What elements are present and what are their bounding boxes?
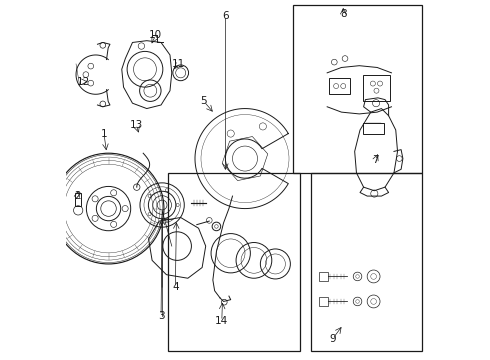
Bar <box>319 272 328 281</box>
Text: 1: 1 <box>100 129 107 139</box>
Text: 9: 9 <box>329 334 336 344</box>
Text: 5: 5 <box>200 96 207 107</box>
Text: 12: 12 <box>77 77 90 87</box>
Bar <box>293 5 422 173</box>
Text: 3: 3 <box>158 311 164 321</box>
Text: 13: 13 <box>129 120 143 130</box>
Bar <box>319 297 328 306</box>
Text: 4: 4 <box>172 282 179 292</box>
Bar <box>75 193 81 206</box>
Text: 11: 11 <box>172 59 186 69</box>
Text: 7: 7 <box>372 156 379 165</box>
Text: 6: 6 <box>222 11 229 21</box>
Bar <box>168 173 300 351</box>
Text: 10: 10 <box>149 30 162 40</box>
Text: 14: 14 <box>215 316 228 326</box>
Text: 2: 2 <box>74 191 80 201</box>
Text: 8: 8 <box>340 9 346 19</box>
Bar <box>311 173 422 351</box>
